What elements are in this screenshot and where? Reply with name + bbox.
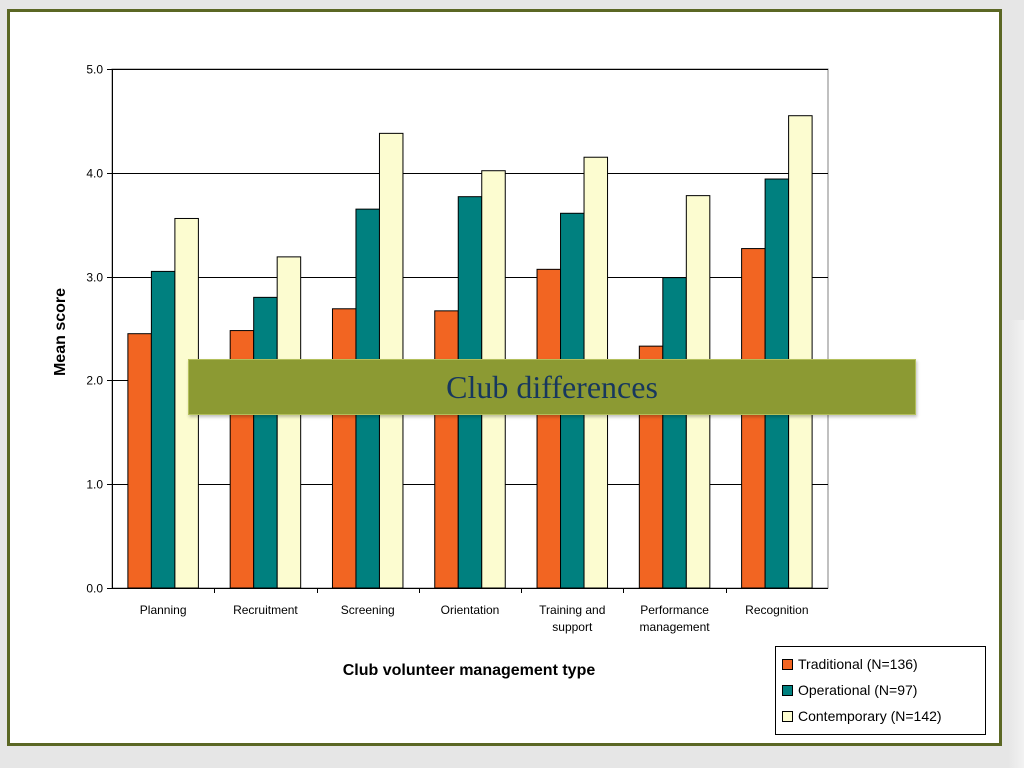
y-tick-label: 0.0	[86, 582, 103, 596]
legend-item: Contemporary (N=142)	[782, 703, 979, 729]
legend-swatch	[782, 710, 793, 722]
x-tick-label: management	[640, 620, 711, 634]
x-tick-label: Planning	[140, 603, 187, 617]
x-tick-label: Orientation	[441, 603, 500, 617]
legend-item: Traditional (N=136)	[782, 651, 979, 677]
x-tick-label: support	[552, 620, 593, 634]
y-tick-label: 3.0	[86, 271, 103, 285]
chart-legend: Traditional (N=136) Operational (N=97) Con…	[775, 646, 986, 735]
y-tick-label: 2.0	[86, 374, 103, 388]
x-tick-label: Recognition	[745, 603, 808, 617]
bar-2-1	[276, 256, 302, 589]
bar-0-4	[536, 268, 562, 589]
legend-item: Operational (N=97)	[782, 677, 979, 703]
y-tick-label: 5.0	[86, 63, 103, 77]
background-shade	[1008, 320, 1024, 768]
legend-swatch	[782, 684, 793, 696]
y-axis-title: Mean score	[52, 288, 69, 376]
bar-2-6	[788, 115, 813, 589]
bar-0-2	[331, 308, 357, 589]
bar-1-0	[150, 270, 176, 589]
x-tick-label: Performance	[640, 603, 709, 617]
x-tick-label: Training and	[539, 603, 605, 617]
slide-title-banner: Club differences	[188, 359, 916, 415]
bar-1-5	[662, 277, 687, 589]
x-tick-label: Screening	[341, 603, 395, 617]
bar-1-1	[253, 296, 278, 589]
y-tick-label: 1.0	[86, 478, 103, 492]
legend-label: Operational (N=97)	[798, 682, 918, 698]
legend-swatch	[782, 658, 793, 670]
banner-text: Club differences	[446, 368, 658, 405]
bar-0-0	[127, 333, 152, 589]
legend-label: Contemporary (N=142)	[798, 708, 942, 724]
bar-0-3	[434, 310, 459, 589]
y-tick-label: 4.0	[86, 167, 103, 181]
x-axis-title: Club volunteer management type	[343, 662, 596, 679]
bar-0-6	[741, 248, 766, 589]
legend-label: Traditional (N=136)	[798, 656, 918, 672]
x-tick-label: Recruitment	[233, 603, 298, 617]
